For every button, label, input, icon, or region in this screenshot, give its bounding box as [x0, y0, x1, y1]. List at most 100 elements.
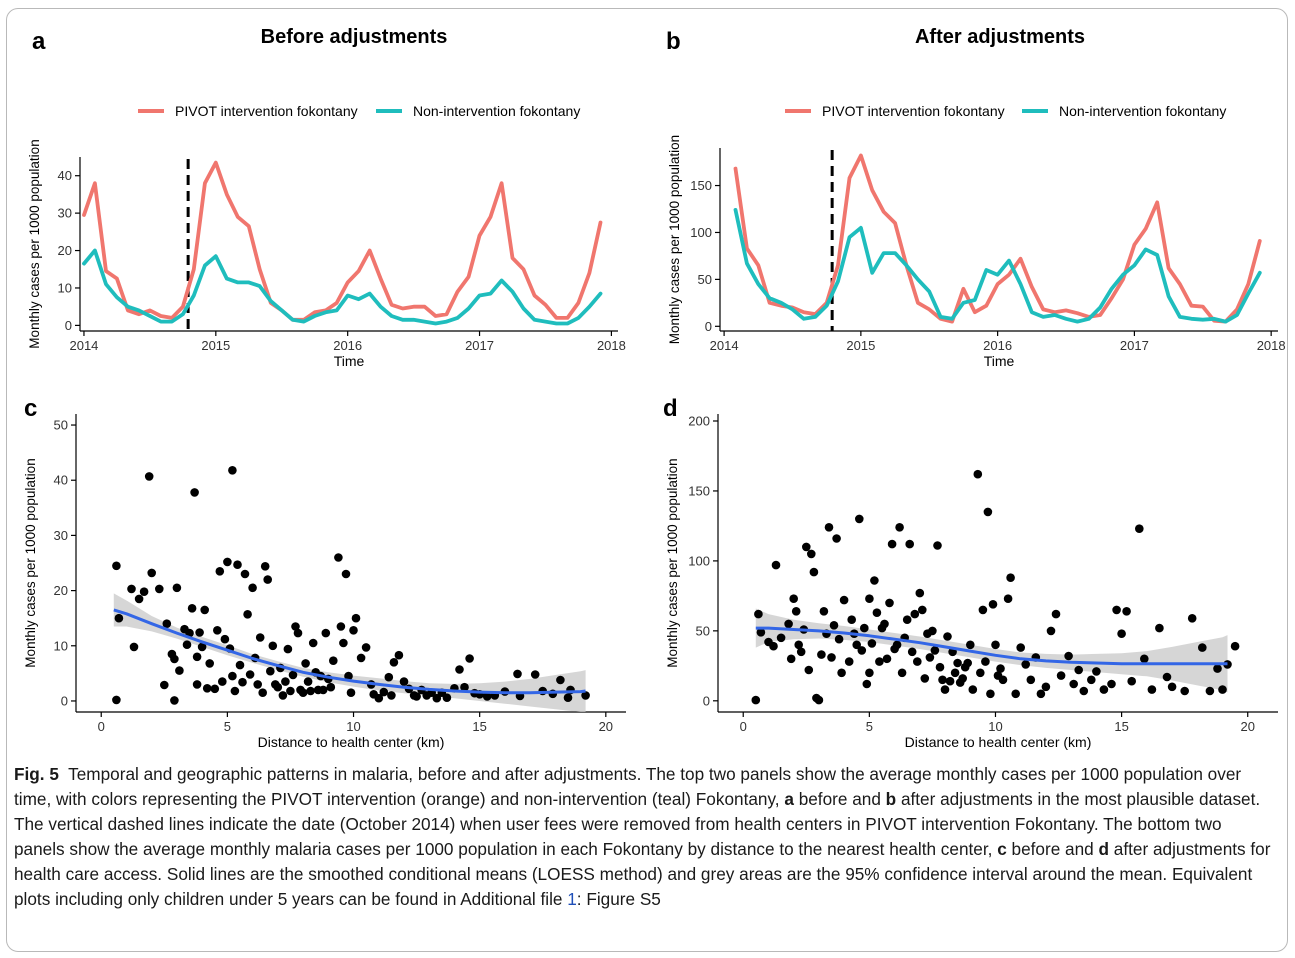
- data-point: [1135, 524, 1144, 533]
- data-point: [991, 640, 1000, 650]
- data-point: [963, 658, 972, 668]
- data-point: [983, 507, 993, 517]
- y-tick-label: 30: [54, 528, 68, 543]
- data-point: [771, 560, 781, 570]
- data-point: [394, 650, 404, 660]
- data-point: [976, 668, 985, 678]
- loess-smooth-line: [755, 626, 1228, 666]
- x-axis-title: Time: [984, 353, 1015, 369]
- data-point: [1079, 686, 1089, 696]
- y-tick-label: 0: [703, 693, 710, 708]
- y-tick-label: 50: [54, 418, 68, 433]
- caption-text-4: before and: [1011, 839, 1094, 859]
- panel-letter-b: b: [666, 28, 681, 55]
- data-point: [147, 568, 156, 578]
- data-point: [1099, 685, 1109, 694]
- data-point: [160, 680, 169, 690]
- x-tick-label: 2016: [333, 338, 362, 353]
- data-point: [817, 650, 826, 659]
- data-point: [273, 682, 283, 692]
- data-point: [897, 668, 907, 678]
- data-point: [915, 588, 925, 598]
- data-point: [230, 686, 240, 696]
- data-point: [351, 613, 361, 623]
- caption-text-2: before and: [798, 789, 881, 809]
- caption-text-5: after adjustments for health care access…: [14, 839, 1271, 909]
- data-point: [1041, 682, 1051, 692]
- caption-text-3: after adjustments in the most plausible …: [14, 789, 1261, 859]
- data-point: [882, 654, 892, 664]
- data-point: [855, 514, 864, 524]
- data-point: [341, 569, 351, 579]
- data-point: [303, 677, 313, 686]
- y-tick-label: 20: [54, 583, 68, 598]
- data-point: [281, 677, 290, 686]
- y-tick-label: 150: [688, 483, 710, 498]
- y-tick-label: 50: [698, 272, 712, 287]
- x-tick-label: 2018: [1257, 338, 1286, 353]
- x-axis-title: Distance to health center (km): [258, 734, 445, 750]
- data-point: [288, 670, 298, 680]
- data-point: [1036, 689, 1046, 699]
- x-tick-label: 2015: [201, 338, 230, 353]
- data-point: [986, 689, 995, 699]
- data-point: [482, 692, 492, 701]
- data-point: [530, 670, 540, 679]
- data-point: [114, 613, 124, 623]
- data-point: [1112, 605, 1121, 615]
- data-point: [966, 640, 975, 650]
- data-point: [998, 675, 1008, 685]
- data-point: [293, 628, 303, 638]
- data-point: [930, 646, 940, 655]
- additional-file-link[interactable]: 1: [567, 889, 577, 909]
- data-point: [223, 557, 232, 567]
- data-point: [1213, 664, 1222, 673]
- x-tick-label: 2017: [1120, 338, 1149, 353]
- data-point: [796, 647, 806, 657]
- data-point: [953, 658, 962, 668]
- data-point: [260, 562, 270, 571]
- data-point: [1069, 679, 1078, 689]
- caption-ref-c: c: [997, 839, 1007, 859]
- data-point: [862, 679, 872, 689]
- data-point: [1087, 675, 1096, 685]
- data-point: [349, 626, 358, 635]
- data-point: [563, 693, 573, 702]
- legend-b: PIVOT intervention fokontany Non-interve…: [785, 103, 1226, 119]
- data-point: [1026, 675, 1036, 685]
- data-point: [465, 654, 474, 663]
- data-point: [829, 621, 839, 630]
- data-point: [233, 560, 242, 569]
- non-intervention-series-line: [733, 207, 1262, 324]
- data-point: [1117, 629, 1126, 638]
- y-axis-title: Monthly cases per 1000 population: [665, 458, 680, 667]
- data-point: [334, 553, 343, 562]
- data-point: [1162, 672, 1172, 682]
- data-point: [913, 657, 922, 666]
- data-point: [192, 652, 202, 662]
- y-tick-label: 0: [65, 318, 72, 333]
- y-tick-label: 10: [54, 638, 68, 653]
- data-point: [865, 668, 874, 678]
- data-point: [513, 669, 522, 679]
- data-point: [344, 671, 353, 681]
- y-tick-label: 100: [688, 553, 710, 568]
- data-point: [399, 677, 409, 686]
- figure-frame: [6, 8, 1288, 952]
- data-point: [356, 653, 366, 663]
- x-tick-label: 10: [346, 719, 360, 734]
- data-point: [326, 682, 336, 692]
- data-point: [786, 654, 796, 664]
- data-point: [1021, 660, 1030, 669]
- data-point: [1180, 686, 1189, 696]
- data-point: [935, 662, 945, 672]
- data-point: [129, 642, 139, 652]
- data-point: [875, 657, 884, 666]
- x-tick-label: 2015: [846, 338, 875, 353]
- x-tick-label: 15: [1114, 719, 1128, 734]
- y-tick-label: 40: [54, 473, 68, 488]
- data-point: [1016, 643, 1025, 652]
- y-tick-label: 200: [688, 413, 710, 428]
- data-point: [263, 575, 273, 584]
- data-point: [374, 693, 384, 703]
